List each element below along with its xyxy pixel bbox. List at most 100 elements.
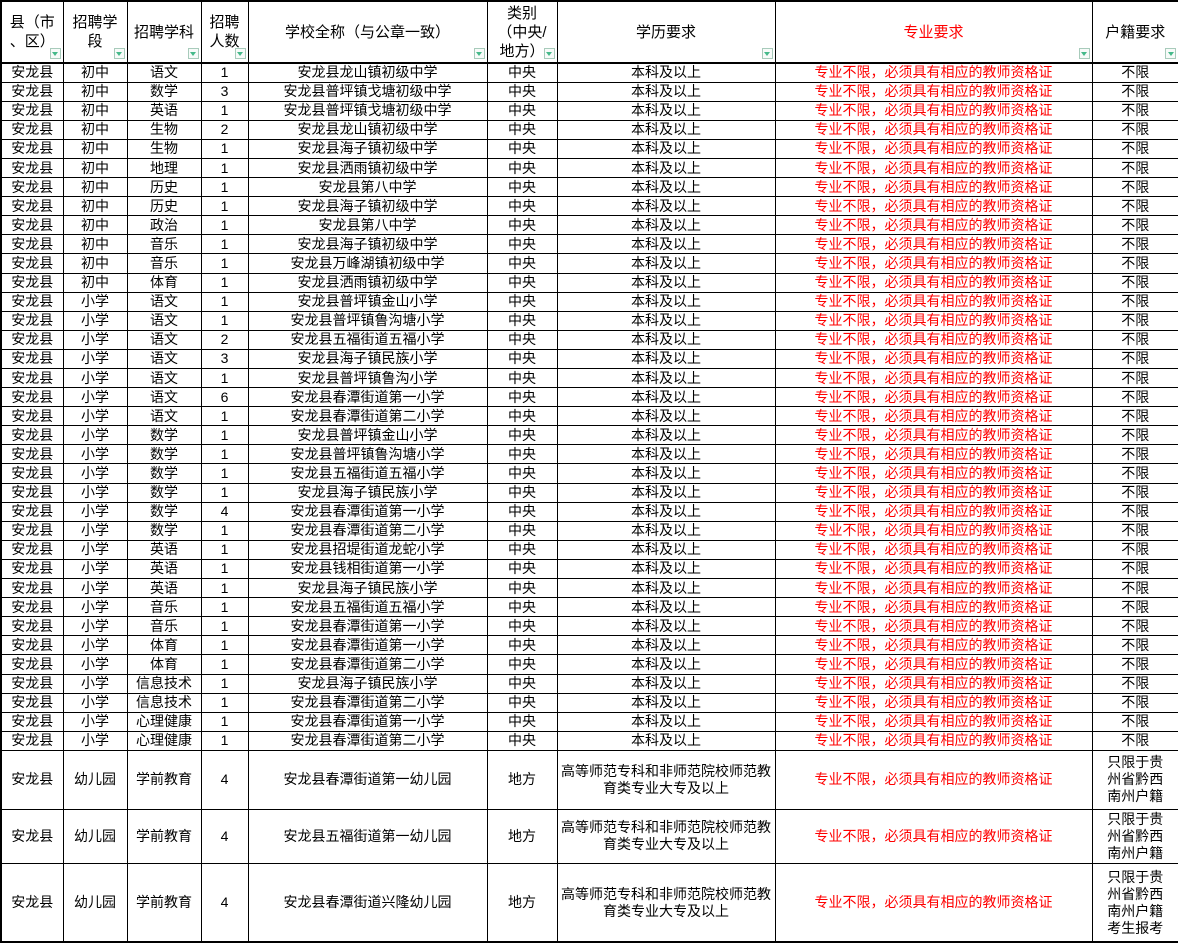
cell-category: 中央 [486,272,558,293]
filter-dropdown-icon[interactable] [1165,48,1176,59]
cell-hukou: 不限 [1091,62,1178,83]
table-row: 安龙县 初中 音乐 1 安龙县海子镇初级中学 中央 本科及以上 专业不限，必须具有相应的教师资… [0,234,1178,255]
cell-school: 安龙县五福街道第一幼儿园 [247,808,488,864]
cell-school: 安龙县钱相街道第一小学 [247,558,488,580]
cell-major: 专业不限，必须具有相应的教师资格证 [774,558,1093,580]
cell-major: 专业不限，必须具有相应的教师资格证 [774,81,1093,102]
cell-subject: 语文 [126,348,202,370]
cell-category: 中央 [486,234,558,255]
table-row: 安龙县 小学 英语 1 安龙县招堤街道龙蛇小学 中央 本科及以上 专业不限，必须具有相应的教师… [0,539,1178,560]
cell-stage: 初中 [62,234,128,255]
cell-county: 安龙县 [0,234,64,255]
filter-dropdown-icon[interactable] [473,48,485,59]
cell-subject: 体育 [126,272,202,293]
cell-education: 本科及以上 [556,234,776,255]
cell-county: 安龙县 [0,425,64,446]
cell-count: 1 [200,196,249,217]
cell-county: 安龙县 [0,157,64,179]
filter-dropdown-icon[interactable] [49,48,61,59]
cell-major: 专业不限，必须具有相应的教师资格证 [774,62,1093,83]
cell-stage: 初中 [62,177,128,198]
cell-major: 专业不限，必须具有相应的教师资格证 [774,310,1093,331]
cell-count: 1 [200,62,249,83]
cell-category: 中央 [486,406,558,427]
cell-count: 1 [200,444,249,465]
table-row: 安龙县 幼儿园 学前教育 4 安龙县五福街道第一幼儿园 地方 高等师范专科和非师范院校师范教… [0,808,1178,864]
cell-major: 专业不限，必须具有相应的教师资格证 [774,367,1093,389]
cell-county: 安龙县 [0,310,64,331]
filter-dropdown-icon[interactable] [187,48,199,59]
cell-major: 专业不限，必须具有相应的教师资格证 [774,808,1093,864]
cell-education: 本科及以上 [556,329,776,350]
table-row: 安龙县 初中 生物 1 安龙县海子镇初级中学 中央 本科及以上 专业不限，必须具有相应的教师资… [0,138,1178,159]
cell-subject: 历史 [126,177,202,198]
filter-dropdown-icon[interactable] [543,48,555,59]
cell-hukou: 不限 [1091,616,1178,637]
cell-category: 中央 [486,81,558,102]
cell-count: 1 [200,291,249,312]
cell-subject: 英语 [126,539,202,560]
cell-stage: 小学 [62,406,128,427]
cell-count: 1 [200,635,249,656]
cell-education: 本科及以上 [556,692,776,713]
cell-major: 专业不限，必须具有相应的教师资格证 [774,348,1093,370]
cell-count: 1 [200,234,249,255]
cell-school: 安龙县春潭街道第一小学 [247,501,488,522]
header-category-label: 类别 （中央/ 地方） [497,4,547,60]
cell-hukou: 不限 [1091,520,1178,541]
cell-subject: 体育 [126,635,202,656]
cell-hukou: 不限 [1091,463,1178,484]
cell-major: 专业不限，必须具有相应的教师资格证 [774,425,1093,446]
cell-count: 3 [200,81,249,102]
cell-stage: 初中 [62,157,128,179]
cell-major: 专业不限，必须具有相应的教师资格证 [774,234,1093,255]
table-row: 安龙县 幼儿园 学前教育 4 安龙县春潭街道第一幼儿园 地方 高等师范专科和非师范院校师范教… [0,749,1178,810]
cell-category: 中央 [486,291,558,312]
table-row: 安龙县 小学 英语 1 安龙县钱相街道第一小学 中央 本科及以上 专业不限，必须具有相应的教师… [0,558,1178,580]
cell-education: 本科及以上 [556,215,776,236]
cell-stage: 小学 [62,463,128,484]
cell-hukou: 不限 [1091,100,1178,121]
cell-count: 1 [200,578,249,599]
header-row: 县（市 、区） 招聘学 段 招聘学科 招聘 人数 学校全称（与公章一致） 类别 … [0,0,1178,64]
cell-count: 1 [200,616,249,637]
cell-subject: 信息技术 [126,673,202,694]
cell-count: 1 [200,520,249,541]
filter-dropdown-icon[interactable] [1078,48,1090,59]
cell-education: 高等师范专科和非师范院校师范教育类专业大专及以上 [556,862,776,943]
cell-county: 安龙县 [0,177,64,198]
cell-stage: 小学 [62,654,128,675]
filter-dropdown-icon[interactable] [113,48,125,59]
cell-major: 专业不限，必须具有相应的教师资格证 [774,482,1093,503]
cell-stage: 小学 [62,329,128,350]
header-school-label: 学校全称（与公章一致） [284,23,450,41]
cell-county: 安龙县 [0,558,64,580]
cell-subject: 生物 [126,119,202,140]
cell-subject: 信息技术 [126,692,202,713]
filter-dropdown-icon[interactable] [234,48,246,59]
cell-stage: 小学 [62,501,128,522]
cell-school: 安龙县海子镇初级中学 [247,234,488,255]
cell-county: 安龙县 [0,862,64,943]
table-row: 安龙县 小学 信息技术 1 安龙县海子镇民族小学 中央 本科及以上 专业不限，必须具有相应的教… [0,673,1178,694]
cell-count: 1 [200,711,249,732]
table-header: 县（市 、区） 招聘学 段 招聘学科 招聘 人数 学校全称（与公章一致） 类别 … [0,0,1178,64]
header-county: 县（市 、区） [0,0,64,64]
cell-stage: 初中 [62,138,128,159]
filter-dropdown-icon[interactable] [761,48,773,59]
cell-education: 本科及以上 [556,291,776,312]
header-hukou: 户籍要求 [1091,0,1178,64]
table-row: 安龙县 小学 信息技术 1 安龙县春潭街道第二小学 中央 本科及以上 专业不限，必须具有相应的… [0,692,1178,713]
cell-stage: 初中 [62,196,128,217]
cell-major: 专业不限，必须具有相应的教师资格证 [774,272,1093,293]
cell-stage: 小学 [62,692,128,713]
cell-category: 地方 [486,808,558,864]
cell-stage: 小学 [62,310,128,331]
cell-count: 4 [200,808,249,864]
cell-category: 中央 [486,463,558,484]
cell-count: 6 [200,387,249,408]
cell-hukou: 不限 [1091,387,1178,408]
cell-major: 专业不限，必须具有相应的教师资格证 [774,138,1093,159]
cell-count: 1 [200,692,249,713]
cell-education: 本科及以上 [556,100,776,121]
